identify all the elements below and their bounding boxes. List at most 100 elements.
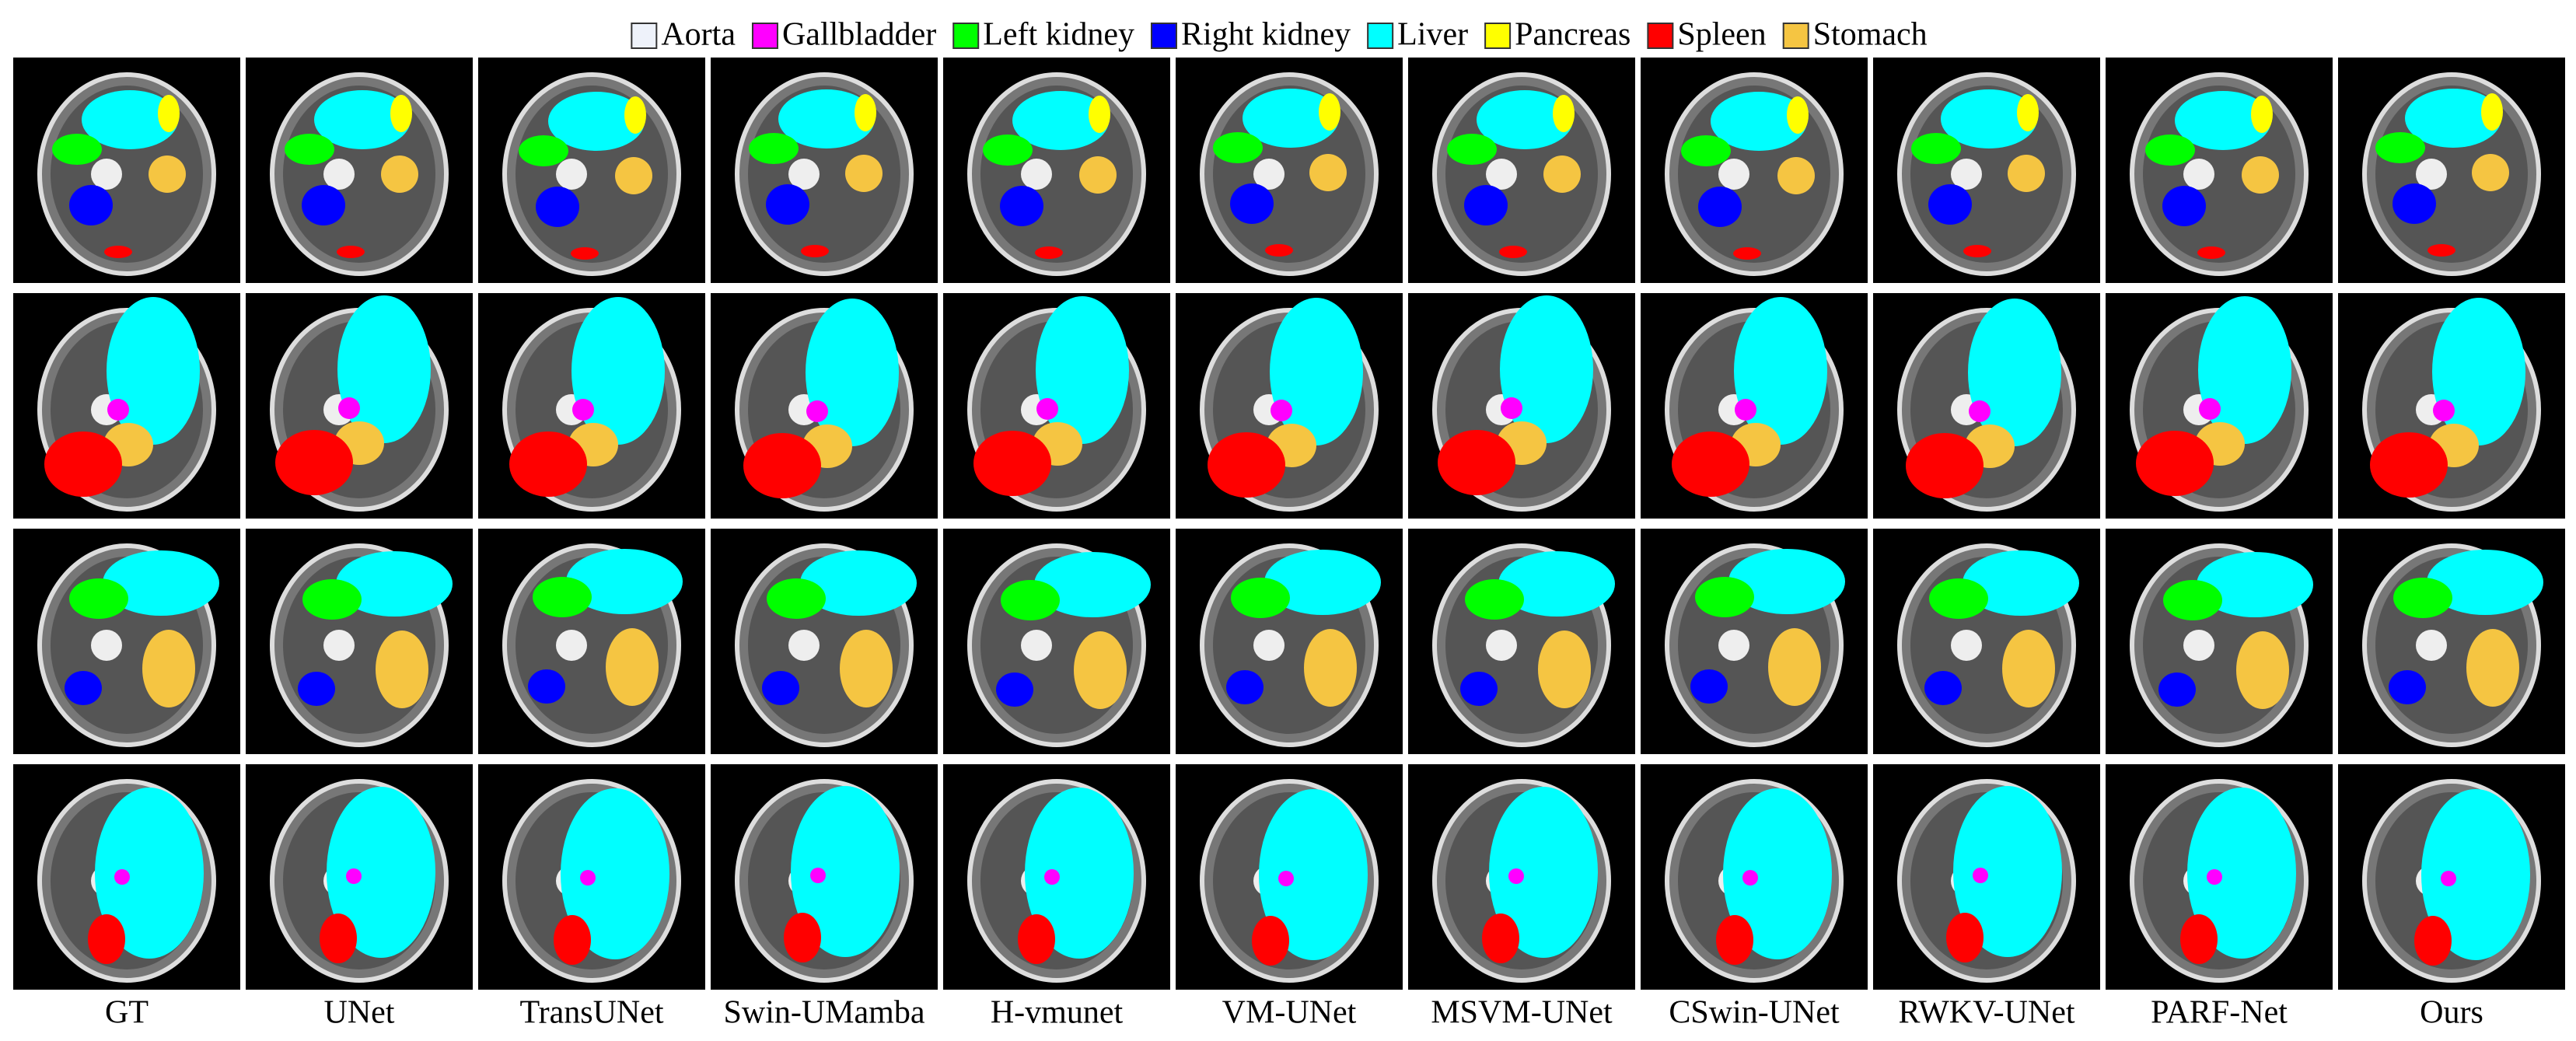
organ bbox=[2175, 91, 2271, 150]
legend-label: Right kidney bbox=[1181, 17, 1351, 53]
organ bbox=[65, 671, 102, 705]
organ bbox=[1230, 183, 1274, 224]
organ bbox=[2405, 89, 2501, 148]
organ bbox=[1969, 400, 1991, 422]
ct-panel bbox=[1408, 764, 1635, 990]
spine bbox=[1486, 630, 1517, 661]
organ bbox=[2370, 432, 2448, 498]
organ bbox=[104, 246, 132, 258]
legend-swatch bbox=[751, 23, 778, 49]
organ bbox=[1208, 432, 1285, 498]
organ bbox=[2158, 672, 2196, 707]
organ bbox=[572, 399, 594, 421]
organ bbox=[1309, 154, 1347, 191]
organ bbox=[381, 155, 418, 193]
organ bbox=[52, 134, 102, 165]
organ bbox=[554, 915, 591, 965]
organ bbox=[82, 90, 178, 149]
ct-panel bbox=[478, 293, 705, 519]
legend-label: Left kidney bbox=[983, 17, 1134, 53]
organ bbox=[1711, 92, 1807, 151]
organ bbox=[533, 577, 592, 617]
ct-panel bbox=[478, 529, 705, 754]
organ bbox=[2008, 155, 2045, 192]
organ bbox=[1768, 628, 1821, 706]
ct-panel bbox=[1641, 529, 1868, 754]
ct-panel bbox=[1176, 764, 1403, 990]
organ bbox=[2199, 398, 2221, 420]
organ bbox=[1278, 871, 1294, 886]
ct-panel bbox=[13, 529, 240, 754]
organ bbox=[2251, 96, 2273, 133]
organ bbox=[615, 157, 652, 194]
organ bbox=[2162, 186, 2206, 226]
spine bbox=[2183, 159, 2214, 190]
legend-swatch bbox=[1647, 23, 1674, 49]
ct-panel bbox=[1408, 58, 1635, 283]
ct-panel bbox=[2338, 529, 2565, 754]
organ bbox=[2393, 578, 2452, 618]
column-label: CSwin-UNet bbox=[1669, 995, 1840, 1031]
organ bbox=[2207, 869, 2222, 885]
organ bbox=[2427, 244, 2455, 257]
organ bbox=[1243, 89, 1339, 148]
organ bbox=[1226, 670, 1264, 704]
ct-panel bbox=[1176, 293, 1403, 519]
organ bbox=[1213, 132, 1263, 163]
organ bbox=[1734, 297, 1827, 445]
ct-panel bbox=[1641, 764, 1868, 990]
organ bbox=[580, 870, 596, 886]
organ bbox=[801, 245, 829, 257]
ct-panel bbox=[1641, 58, 1868, 283]
organ bbox=[1553, 95, 1575, 132]
ct-panel bbox=[1873, 58, 2100, 283]
spine bbox=[323, 630, 355, 661]
organ bbox=[571, 297, 665, 445]
organ bbox=[2427, 550, 2543, 615]
ct-panel bbox=[1176, 58, 1403, 283]
organ bbox=[298, 672, 335, 706]
organ bbox=[1538, 631, 1591, 708]
column-label: GT bbox=[105, 995, 149, 1031]
legend-label: Liver bbox=[1397, 17, 1468, 53]
organ bbox=[2136, 431, 2214, 496]
spine bbox=[1718, 159, 1749, 190]
ct-panel bbox=[711, 58, 938, 283]
organ bbox=[509, 431, 587, 497]
organ bbox=[1946, 913, 1984, 962]
organ bbox=[2481, 93, 2503, 131]
spine bbox=[2416, 159, 2447, 190]
organ bbox=[1460, 672, 1498, 706]
organ bbox=[302, 185, 345, 225]
column-label: Swin-UMamba bbox=[724, 995, 925, 1031]
organ bbox=[1079, 156, 1117, 194]
organ bbox=[107, 297, 200, 445]
organ bbox=[1911, 133, 1961, 164]
organ bbox=[2242, 156, 2279, 194]
organ bbox=[2163, 580, 2222, 620]
organ bbox=[1036, 296, 1129, 444]
organ bbox=[2180, 914, 2218, 964]
organ bbox=[1012, 91, 1109, 150]
organ bbox=[1018, 914, 1055, 964]
organ bbox=[778, 89, 875, 148]
organ bbox=[1742, 870, 1758, 886]
organ bbox=[528, 669, 565, 704]
column-label: TransUNet bbox=[519, 995, 663, 1031]
organ bbox=[2466, 629, 2519, 707]
ct-panel bbox=[2338, 764, 2565, 990]
organ bbox=[762, 671, 799, 705]
organ bbox=[285, 134, 334, 165]
organ bbox=[1259, 789, 1368, 960]
organ bbox=[1034, 552, 1151, 617]
spine bbox=[1253, 159, 1285, 190]
organ bbox=[2197, 552, 2313, 617]
ct-panel bbox=[1873, 764, 2100, 990]
organ bbox=[1036, 398, 1058, 420]
organ bbox=[1924, 671, 1962, 705]
spine bbox=[788, 630, 820, 661]
organ bbox=[548, 92, 645, 151]
ct-panel bbox=[943, 58, 1170, 283]
organ bbox=[806, 299, 899, 446]
organ bbox=[1681, 135, 1731, 166]
